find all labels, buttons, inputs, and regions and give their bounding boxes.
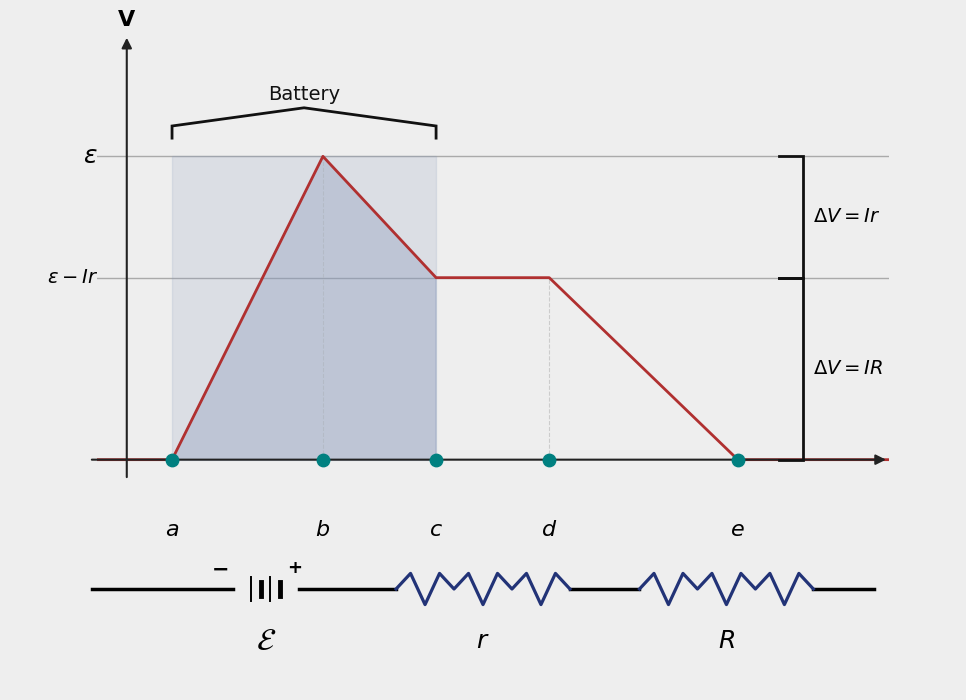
Text: Battery: Battery	[268, 85, 340, 104]
Text: $\mathcal{E}$: $\mathcal{E}$	[256, 626, 275, 655]
Text: $b$: $b$	[315, 520, 330, 540]
Text: $\Delta V = Ir$: $\Delta V = Ir$	[813, 207, 881, 227]
Polygon shape	[172, 156, 436, 460]
Point	[315, 454, 330, 466]
Text: +: +	[287, 559, 301, 578]
Polygon shape	[172, 156, 436, 460]
Text: −: −	[212, 559, 229, 580]
Text: $a$: $a$	[165, 520, 179, 540]
Point	[164, 454, 180, 466]
Text: $r$: $r$	[476, 629, 490, 653]
Text: $c$: $c$	[429, 520, 443, 540]
Text: $R$: $R$	[718, 629, 735, 653]
Point	[542, 454, 557, 466]
Text: $\Delta V = IR$: $\Delta V = IR$	[813, 359, 883, 378]
Text: $\varepsilon$: $\varepsilon$	[83, 144, 99, 168]
Text: $d$: $d$	[541, 520, 557, 540]
Point	[730, 454, 746, 466]
Text: $\varepsilon - Ir$: $\varepsilon - Ir$	[46, 268, 99, 287]
Text: $e$: $e$	[730, 520, 745, 540]
Text: $\mathbf{V}$: $\mathbf{V}$	[117, 10, 136, 30]
Point	[428, 454, 443, 466]
